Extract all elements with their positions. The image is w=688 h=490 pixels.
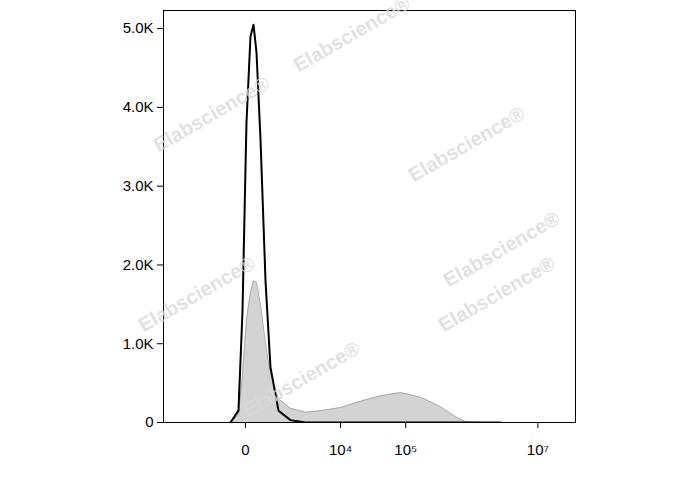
svg-text:0: 0 <box>145 413 153 430</box>
svg-text:Elabscience®: Elabscience® <box>150 72 274 156</box>
svg-text:Elabscience®: Elabscience® <box>439 206 564 292</box>
svg-text:2.0K: 2.0K <box>123 256 154 273</box>
svg-text:4.0K: 4.0K <box>123 98 154 115</box>
svg-text:Elabscience®: Elabscience® <box>405 102 529 186</box>
svg-text:0: 0 <box>241 441 249 458</box>
svg-text:Elabscience®: Elabscience® <box>435 252 559 336</box>
svg-text:10⁴: 10⁴ <box>329 441 352 458</box>
svg-text:10⁵: 10⁵ <box>394 441 417 458</box>
svg-text:Elabscience®: Elabscience® <box>135 252 259 336</box>
svg-text:10⁷: 10⁷ <box>527 441 549 458</box>
svg-text:5.0K: 5.0K <box>123 19 154 36</box>
svg-text:1.0K: 1.0K <box>123 335 154 352</box>
svg-text:Elabscience®: Elabscience® <box>290 0 414 76</box>
svg-text:Elabscience®: Elabscience® <box>240 337 364 421</box>
svg-text:3.0K: 3.0K <box>123 177 154 194</box>
